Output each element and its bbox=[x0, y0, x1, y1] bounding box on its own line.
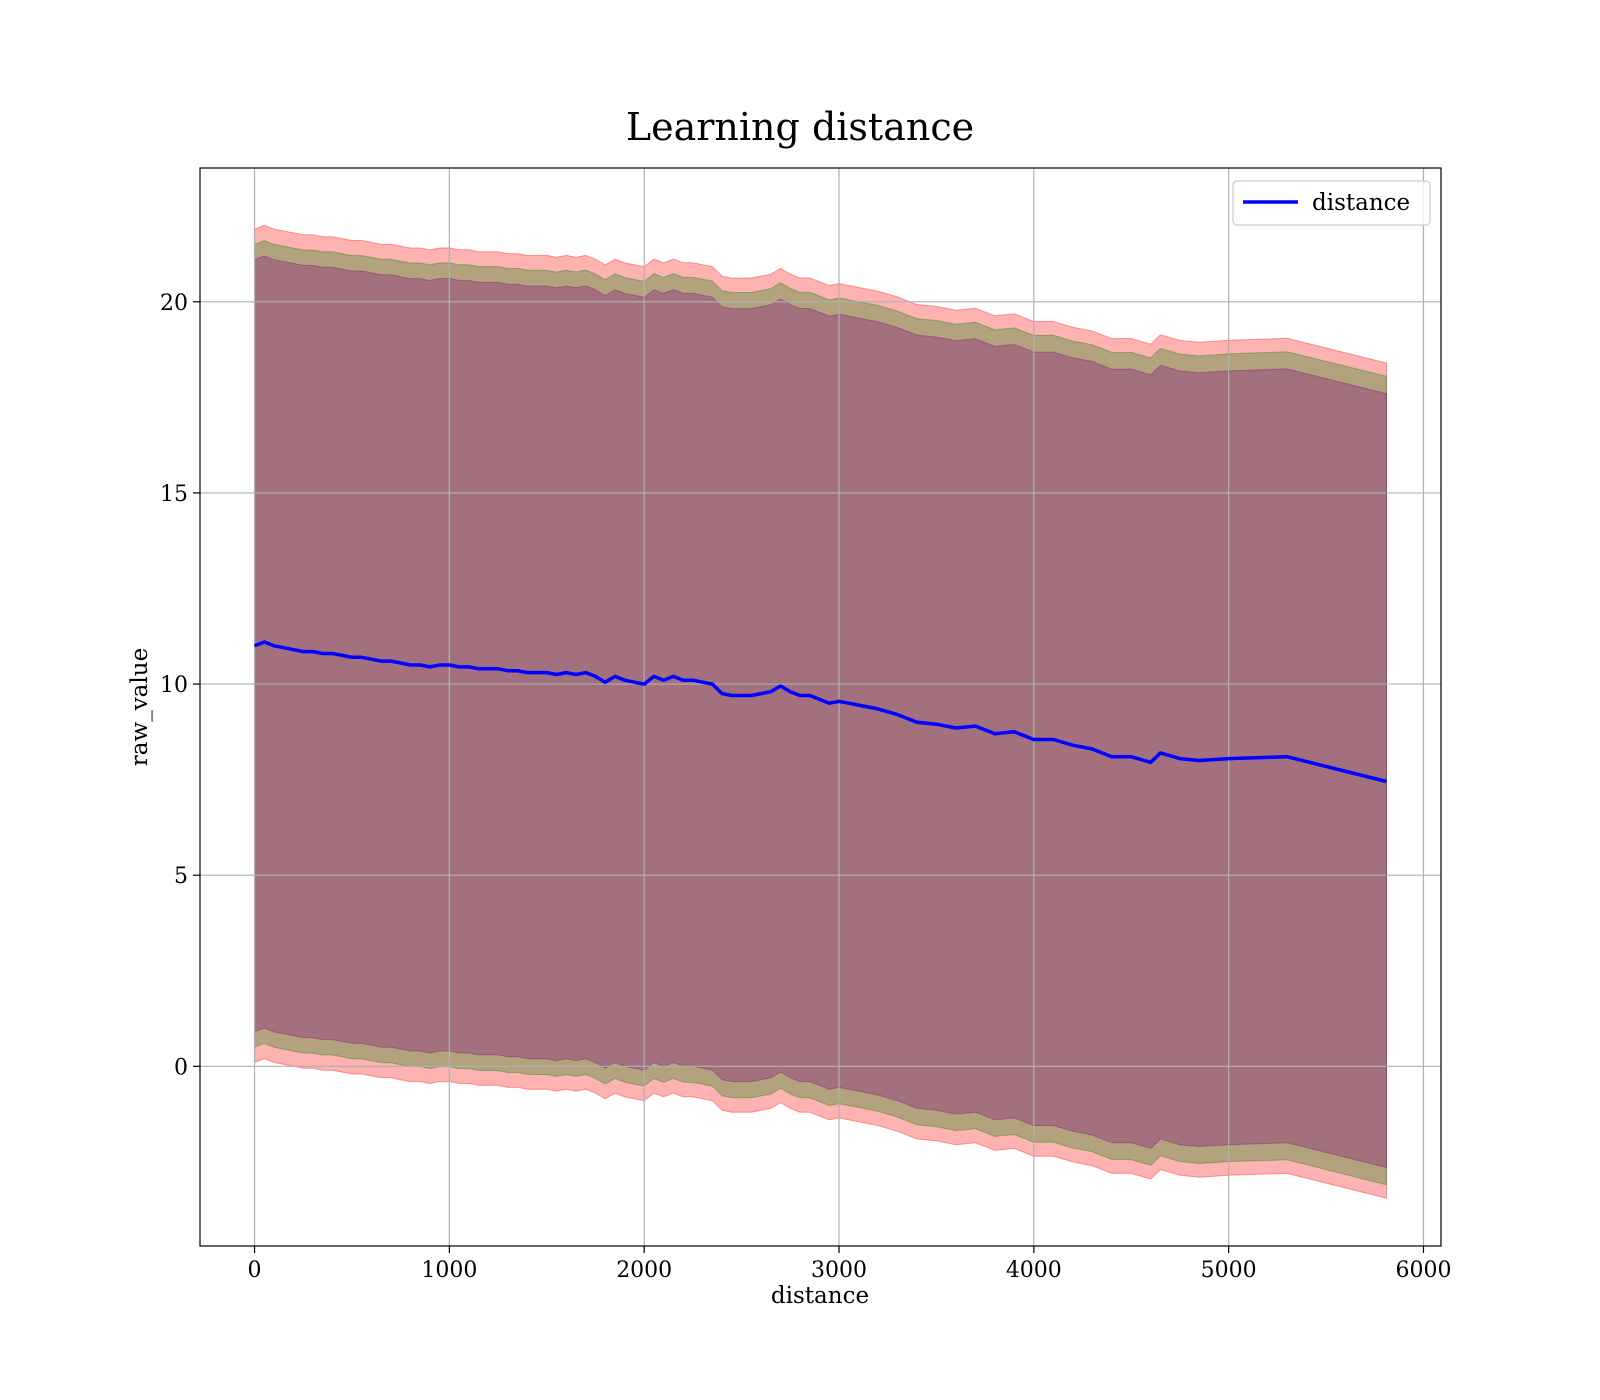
confidence-bands bbox=[254, 224, 1387, 1199]
grid-lines bbox=[200, 168, 1441, 1246]
y-tick-label: 0 bbox=[174, 1055, 188, 1080]
plot-area bbox=[199, 167, 1442, 1247]
plot-frame bbox=[199, 167, 1442, 1247]
legend[interactable]: distance bbox=[1232, 180, 1431, 226]
x-axis-label: distance bbox=[771, 1283, 869, 1309]
y-axis-label: raw_value bbox=[127, 648, 153, 766]
y-axis-ticks: 0 5 10 15 20 bbox=[160, 291, 200, 1080]
chart-title: Learning distance bbox=[626, 105, 974, 149]
confidence-band-1 bbox=[254, 224, 1387, 1199]
confidence-band-2 bbox=[254, 240, 1387, 1186]
confidence-band-3 bbox=[254, 255, 1387, 1169]
x-axis-ticks: 0 1000 2000 3000 4000 5000 6000 bbox=[248, 1246, 1451, 1283]
x-tick-label: 4000 bbox=[1006, 1258, 1062, 1283]
y-tick-label: 5 bbox=[174, 864, 188, 889]
y-tick-label: 20 bbox=[160, 291, 188, 316]
legend-box bbox=[1232, 180, 1431, 226]
legend-label-distance: distance bbox=[1312, 190, 1410, 216]
series-line-distance bbox=[253, 640, 1387, 784]
y-tick-label: 10 bbox=[160, 673, 188, 698]
x-tick-label: 2000 bbox=[616, 1258, 672, 1283]
x-tick-label: 1000 bbox=[421, 1258, 477, 1283]
x-tick-label: 3000 bbox=[811, 1258, 867, 1283]
x-tick-label: 0 bbox=[248, 1258, 262, 1283]
x-tick-label: 5000 bbox=[1201, 1258, 1257, 1283]
x-tick-label: 6000 bbox=[1395, 1258, 1451, 1283]
y-tick-label: 15 bbox=[160, 482, 188, 507]
